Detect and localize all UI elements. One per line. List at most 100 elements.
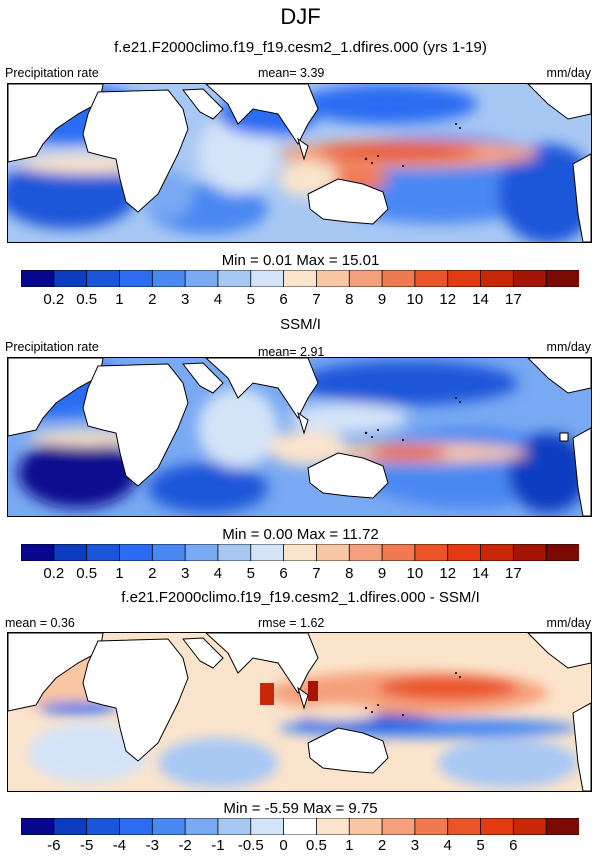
colorbar-tick-label: 0.5 bbox=[76, 565, 98, 582]
colorbar-tick-label: 14 bbox=[472, 565, 489, 582]
colorbar-tick-label: 10 bbox=[406, 565, 424, 582]
colorbar-swatch bbox=[512, 818, 548, 835]
colorbar-swatch bbox=[250, 544, 285, 561]
colorbar-tick-label: 7 bbox=[312, 565, 321, 582]
colorbar-tick-label: -4 bbox=[112, 837, 127, 854]
colorbar-tick-label: -3 bbox=[145, 837, 159, 854]
colorbar-tick-label: 3 bbox=[180, 565, 190, 582]
colorbar-tick-label: 0 bbox=[279, 837, 288, 854]
colorbar-swatch bbox=[119, 270, 154, 287]
colorbar-tick-label: 0.5 bbox=[305, 837, 327, 854]
colorbar-tick-label: 5 bbox=[476, 837, 485, 854]
colorbar-swatch bbox=[119, 544, 154, 561]
panel3-map bbox=[7, 632, 592, 792]
colorbar-swatch bbox=[21, 270, 55, 287]
colorbar-tick-label: 6 bbox=[279, 565, 288, 582]
panel3-colorbar-ticks: -6 -5 -4 -3 -2 -1 -0.5 0 0.5 1 2 3 4 5 6 bbox=[21, 837, 579, 855]
panel2-variable-label: Precipitation rate bbox=[5, 340, 99, 354]
colorbar-swatch bbox=[184, 270, 219, 287]
panel3-minmax: Min = -5.59 Max = 9.75 bbox=[223, 800, 378, 817]
colorbar-tick-label: 2 bbox=[148, 565, 157, 582]
colorbar-tick-label: 8 bbox=[345, 291, 354, 308]
colorbar-swatch bbox=[316, 544, 351, 561]
colorbar-swatch bbox=[480, 818, 515, 835]
colorbar-tick-label: 1 bbox=[115, 291, 124, 308]
colorbar-swatch bbox=[53, 818, 88, 835]
colorbar-swatch bbox=[512, 270, 548, 287]
panel2-units-label: mm/day bbox=[546, 340, 591, 354]
colorbar-swatch bbox=[250, 818, 285, 835]
colorbar-tick-label: 8 bbox=[345, 565, 354, 582]
panel3-title: f.e21.F2000climo.f19_f19.cesm2_1.dfires.… bbox=[121, 589, 480, 606]
colorbar-swatch bbox=[381, 270, 416, 287]
colorbar-tick-label: 3 bbox=[180, 291, 190, 308]
colorbar-swatch bbox=[480, 544, 515, 561]
colorbar-swatch bbox=[414, 270, 449, 287]
colorbar-tick-label: 4 bbox=[443, 837, 452, 854]
colorbar-tick-label: 17 bbox=[505, 565, 522, 582]
colorbar-swatch bbox=[381, 544, 416, 561]
colorbar-tick-label: 2 bbox=[148, 291, 157, 308]
colorbar-swatch bbox=[119, 818, 154, 835]
panel3-units-label: mm/day bbox=[546, 616, 591, 630]
panel2-mean-label: mean= 2.91 bbox=[258, 345, 325, 359]
colorbar-swatch bbox=[217, 818, 252, 835]
panel2-map bbox=[7, 357, 592, 517]
panel2-colorbar bbox=[21, 544, 579, 561]
colorbar-swatch bbox=[151, 818, 187, 835]
panel1-title: f.e21.F2000climo.f19_f19.cesm2_1.dfires.… bbox=[114, 39, 487, 56]
colorbar-tick-label: 9 bbox=[377, 565, 387, 582]
panel1-minmax: Min = 0.01 Max = 15.01 bbox=[221, 252, 380, 269]
colorbar-tick-label: -0.5 bbox=[237, 837, 264, 854]
colorbar-tick-label: 17 bbox=[505, 291, 522, 308]
colorbar-swatch bbox=[250, 270, 285, 287]
colorbar-swatch bbox=[53, 544, 88, 561]
panel1-colorbar-ticks: 0.2 0.5 1 2 3 4 5 6 7 8 9 10 12 14 17 bbox=[21, 291, 579, 309]
colorbar-swatch bbox=[53, 270, 88, 287]
colorbar-swatch bbox=[86, 544, 121, 561]
page-title: DJF bbox=[280, 4, 321, 29]
colorbar-swatch bbox=[217, 544, 252, 561]
colorbar-tick-label: 1 bbox=[345, 837, 354, 854]
colorbar-tick-label: 6 bbox=[509, 837, 518, 854]
colorbar-swatch bbox=[414, 544, 449, 561]
colorbar-swatch bbox=[151, 270, 187, 287]
colorbar-tick-label: 12 bbox=[439, 565, 457, 582]
colorbar-swatch bbox=[447, 270, 482, 287]
colorbar-swatch bbox=[512, 544, 548, 561]
panel1-mean-label: mean= 3.39 bbox=[258, 66, 325, 80]
panel3-colorbar bbox=[21, 818, 579, 835]
colorbar-tick-label: -6 bbox=[47, 837, 61, 854]
colorbar-tick-label: -1 bbox=[211, 837, 225, 854]
panel2-minmax: Min = 0.00 Max = 11.72 bbox=[222, 526, 379, 543]
colorbar-tick-label: 9 bbox=[377, 291, 387, 308]
colorbar-swatch bbox=[348, 544, 383, 561]
colorbar-swatch bbox=[545, 270, 579, 287]
colorbar-tick-label: 5 bbox=[246, 565, 255, 582]
colorbar-tick-label: 7 bbox=[312, 291, 321, 308]
colorbar-swatch bbox=[447, 544, 482, 561]
colorbar-tick-label: 12 bbox=[439, 291, 457, 308]
colorbar-tick-label: 2 bbox=[377, 837, 387, 854]
colorbar-swatch bbox=[545, 818, 579, 835]
colorbar-swatch bbox=[86, 270, 121, 287]
colorbar-tick-label: 0.5 bbox=[76, 291, 98, 308]
colorbar-tick-label: 1 bbox=[115, 565, 124, 582]
colorbar-swatch bbox=[151, 544, 187, 561]
colorbar-swatch bbox=[480, 270, 515, 287]
colorbar-swatch bbox=[316, 270, 351, 287]
colorbar-swatch bbox=[414, 818, 449, 835]
colorbar-tick-label: -2 bbox=[178, 837, 192, 854]
colorbar-tick-label: 4 bbox=[213, 565, 223, 582]
colorbar-tick-label: 4 bbox=[213, 291, 223, 308]
panel1-units-label: mm/day bbox=[546, 66, 591, 80]
colorbar-swatch bbox=[381, 818, 416, 835]
colorbar-swatch bbox=[283, 270, 318, 287]
colorbar-tick-label: 14 bbox=[472, 291, 489, 308]
colorbar-tick-label: 5 bbox=[246, 291, 255, 308]
colorbar-swatch bbox=[447, 818, 482, 835]
panel2-colorbar-ticks: 0.2 0.5 1 2 3 4 5 6 7 8 9 10 12 14 17 bbox=[21, 565, 579, 583]
colorbar-swatch bbox=[21, 544, 55, 561]
panel3-mean-label: mean = 0.36 bbox=[5, 616, 75, 630]
panel1-variable-label: Precipitation rate bbox=[5, 66, 99, 80]
